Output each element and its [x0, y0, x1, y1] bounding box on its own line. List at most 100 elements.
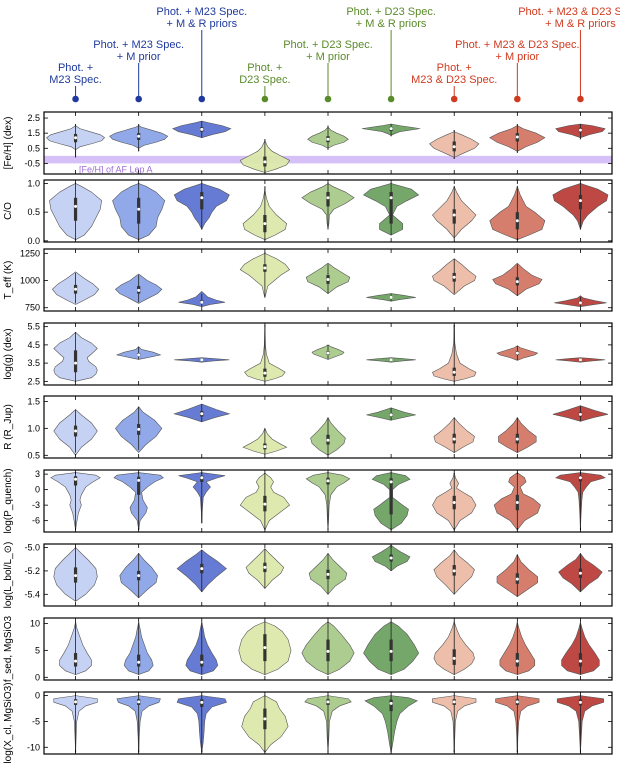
header-marker-dot [135, 95, 142, 103]
violin-2 [119, 552, 158, 599]
violin-6 [366, 407, 416, 421]
violin-median-dot [263, 565, 267, 569]
violin-median-dot [137, 134, 141, 138]
violin-9 [552, 183, 609, 231]
violin-median-dot [389, 649, 393, 653]
violin-median-dot [200, 567, 204, 571]
violin-iqr-box [137, 476, 141, 495]
y-axis-label: [Fe/H] (dex) [3, 117, 14, 170]
violin-2 [109, 124, 169, 152]
y-axis-label: log(g) (dex) [3, 328, 14, 379]
y-tick-label: -6 [32, 516, 40, 526]
violin-median-dot [263, 502, 267, 506]
violin-median-dot [389, 701, 393, 705]
violin-median-dot [326, 649, 330, 653]
violin-9 [561, 621, 600, 675]
violin-5 [301, 621, 355, 675]
panel-plot-area [51, 252, 607, 307]
violin-median-dot [515, 700, 519, 704]
y-tick-label: 750 [25, 303, 40, 313]
violin-1 [49, 183, 103, 241]
column-header-line: M23 & D23 Spec. [411, 74, 497, 86]
violin-2 [114, 273, 163, 304]
column-header-8: Phot. + M23 & D23 Spec.+ M prior [455, 39, 580, 103]
header-marker-dot [450, 95, 458, 103]
violin-3 [171, 120, 232, 139]
column-header-line: + M prior [117, 51, 161, 63]
column-header-4: Phot. +D23 Spec. [239, 62, 291, 103]
violin-3 [174, 357, 230, 363]
violin-7 [432, 695, 477, 753]
y-tick-label: -10 [27, 742, 40, 752]
column-header-6: Phot. + D23 Spec.+ M & R priors [346, 6, 436, 103]
violin-median-dot [200, 700, 204, 704]
violin-7 [432, 185, 477, 239]
violin-7 [432, 258, 477, 296]
violin-median-dot [137, 427, 141, 431]
panel-7: -5.0 -5.2 -5.4 log(L_bol/L_⊙) [3, 542, 613, 608]
violin-8 [495, 695, 540, 753]
violin-median-dot [389, 196, 393, 200]
violin-median-dot [263, 222, 267, 226]
violin-5 [307, 125, 349, 150]
panel-8: 10 5 0 f_sed, MgSiO3 [3, 615, 613, 682]
panel-3: 1250 1000 750 T_eff (K) [3, 248, 613, 313]
column-header-line: Phot. + M23 & D23 Spec. [518, 6, 620, 18]
violin-1 [53, 547, 98, 602]
panel-plot-area [53, 544, 603, 602]
violin-median-dot [74, 429, 78, 433]
violin-8 [496, 553, 538, 598]
violin-median-dot [326, 196, 330, 200]
violin-6 [366, 357, 416, 363]
violin-median-dot [137, 207, 141, 211]
violin-median-dot [137, 700, 141, 704]
column-header-line: + M & R priors [356, 18, 427, 30]
violin-median-dot [578, 358, 582, 362]
violin-iqr-box [200, 654, 204, 667]
panel-plot-area [59, 620, 600, 675]
violin-median-dot [326, 277, 330, 281]
violin-2 [112, 183, 166, 241]
violin-5 [308, 552, 348, 595]
violin-median-dot [326, 479, 330, 483]
violin-9 [558, 552, 603, 593]
violin-iqr-box [137, 654, 141, 667]
violin-median-dot [137, 353, 141, 357]
violin-median-dot [578, 128, 582, 132]
violin-median-dot [74, 204, 78, 208]
violin-median-dot [137, 478, 141, 482]
y-axis-label: log(X_cl, MgSiO3) [3, 682, 14, 763]
y-axis-label: T_eff (K) [3, 261, 14, 300]
y-tick-label: 0 [35, 485, 40, 495]
violin-median-dot [578, 476, 582, 480]
column-header-line: Phot. + [437, 62, 472, 74]
violin-median-dot [389, 480, 393, 484]
y-axis-label: log(P_quench) [3, 468, 14, 533]
column-header-line: Phot. + [247, 62, 282, 74]
violin-median-dot [452, 700, 456, 704]
panel-4: 5.5 4.5 3.5 2.5 log(g) (dex) [3, 322, 613, 386]
violin-5 [305, 472, 351, 530]
column-header-5: Phot. + D23 Spec.+ M prior [283, 39, 373, 103]
violin-median-dot [326, 572, 330, 576]
violin-3 [178, 291, 226, 307]
violin-median-dot [74, 700, 78, 704]
violin-2 [113, 472, 164, 530]
violin-median-dot [452, 437, 456, 441]
y-tick-label: 0 [35, 691, 40, 701]
y-tick-label: -5.4 [24, 589, 40, 599]
violin-median-dot [515, 577, 519, 581]
y-tick-label: -5.2 [24, 566, 40, 576]
violin-median-dot [578, 700, 582, 704]
violin-median-dot [452, 213, 456, 217]
y-tick-label: -3 [32, 500, 40, 510]
violin-median-dot [74, 287, 78, 291]
violin-1 [50, 472, 101, 530]
violin-iqr-box [389, 478, 393, 515]
violin-3 [173, 403, 231, 423]
violin-8 [499, 621, 536, 675]
violin-3 [173, 183, 230, 231]
violin-median-dot [389, 358, 393, 362]
violin-6 [371, 544, 411, 572]
